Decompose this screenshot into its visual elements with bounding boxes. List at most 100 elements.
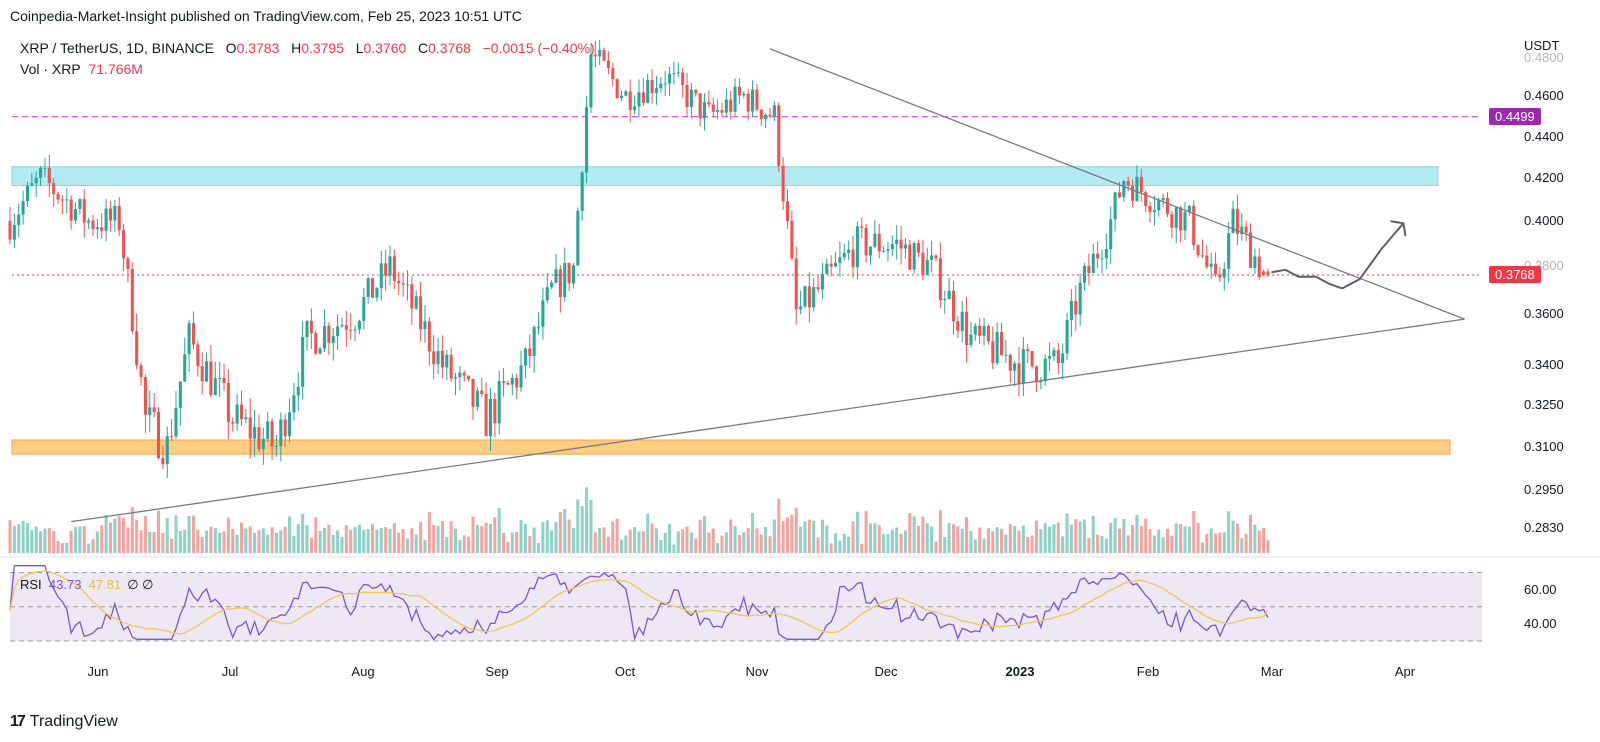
volume-bar	[318, 530, 322, 553]
candle-body	[165, 436, 169, 465]
volume-bar	[921, 516, 925, 553]
volume-bar	[480, 526, 484, 553]
candle-body	[1170, 214, 1174, 228]
brand-footer[interactable]: 17 TradingView	[10, 713, 118, 731]
candle-body	[1157, 200, 1161, 211]
volume-bar	[1200, 542, 1204, 553]
candle-body	[510, 377, 514, 385]
candle-body	[1030, 351, 1034, 367]
candle-body	[1052, 350, 1056, 357]
candle-body	[1152, 210, 1156, 213]
volume-bar	[855, 511, 859, 553]
candle-body	[458, 372, 462, 378]
brand-name: TradingView	[29, 713, 118, 730]
volume-bar	[1096, 534, 1100, 553]
candle-body	[1161, 197, 1165, 201]
legend-vol-label: Vol · XRP	[20, 61, 81, 77]
volume-bar	[903, 530, 907, 553]
candles-layer	[8, 39, 1270, 478]
volume-bar	[772, 519, 776, 553]
volume-bar	[152, 532, 156, 553]
volume-bar	[122, 518, 126, 553]
candle-body	[816, 287, 820, 290]
candle-body	[855, 226, 859, 268]
candle-body	[143, 377, 147, 415]
publisher-line: Coinpedia-Market-Insight published on Tr…	[10, 8, 522, 24]
candle-body	[842, 253, 846, 258]
volume-bar	[558, 511, 562, 553]
volume-bar	[790, 514, 794, 553]
candle-body	[689, 89, 693, 108]
support-zone	[11, 439, 1451, 455]
volume-bar	[938, 510, 942, 553]
candle-body	[506, 382, 510, 385]
volume-bar	[965, 517, 969, 553]
volume-bar	[1074, 519, 1078, 553]
volume-bar	[707, 532, 711, 553]
candle-body	[467, 375, 471, 380]
volume-bar	[1021, 525, 1025, 553]
candle-body	[720, 110, 724, 113]
candle-body	[641, 92, 645, 103]
candle-body	[462, 372, 466, 376]
candle-body	[1214, 263, 1218, 275]
volume-bar	[384, 527, 388, 553]
candle-body	[410, 284, 414, 309]
volume-bar	[1109, 522, 1113, 553]
volume-bar	[322, 528, 327, 553]
volume-bar	[842, 533, 846, 553]
volume-bar	[1205, 533, 1209, 553]
candle-body	[716, 110, 720, 112]
candle-body	[1192, 205, 1196, 246]
legend-rsi-value: 43.73	[48, 577, 82, 592]
candle-body	[877, 233, 881, 252]
legend-rsi: RSI 43.73 47.81 ∅ ∅	[20, 577, 154, 593]
candle-body	[353, 329, 357, 331]
volume-bar	[60, 543, 64, 553]
candle-body	[436, 350, 440, 365]
candle-body	[170, 436, 174, 438]
ascending-trendline	[71, 318, 1465, 523]
candle-body	[17, 214, 21, 226]
candle-body	[834, 262, 838, 267]
candle-body	[908, 244, 912, 270]
candle-body	[917, 243, 921, 253]
candle-body	[414, 296, 418, 309]
candle-body	[288, 412, 292, 437]
candle-body	[890, 244, 894, 250]
candle-body	[1266, 271, 1270, 275]
candle-body	[903, 244, 907, 249]
volume-bar	[999, 528, 1004, 553]
candle-body	[1026, 349, 1030, 352]
volume-bar	[646, 513, 650, 553]
price-axis-unit: USDT	[1524, 38, 1560, 53]
candle-body	[580, 172, 584, 211]
candle-body	[209, 361, 213, 395]
volume-bar	[340, 536, 344, 553]
candle-body	[91, 220, 95, 230]
candle-body	[593, 54, 597, 57]
volume-bar	[785, 517, 790, 553]
volume-bar	[624, 535, 628, 553]
level-price-tag: 0.4499	[1489, 107, 1541, 125]
candle-body	[864, 227, 868, 256]
volume-bar	[1192, 510, 1196, 553]
volume-bar	[458, 540, 462, 553]
candle-body	[126, 258, 130, 269]
volume-bar	[1052, 524, 1056, 553]
candle-body	[602, 50, 606, 61]
visibility-icon[interactable]: ∅ ∅	[127, 577, 154, 592]
volume-bar	[619, 539, 624, 553]
volume-bar	[283, 526, 287, 553]
candle-body	[427, 321, 431, 352]
volume-bar	[170, 538, 174, 553]
volume-bar	[17, 523, 21, 553]
candle-body	[384, 263, 388, 276]
candle-body	[222, 377, 226, 383]
volume-bar	[1126, 535, 1130, 553]
candle-body	[1126, 181, 1130, 186]
volume-bar	[401, 529, 405, 553]
candle-body	[991, 341, 995, 364]
candle-body	[982, 326, 986, 336]
